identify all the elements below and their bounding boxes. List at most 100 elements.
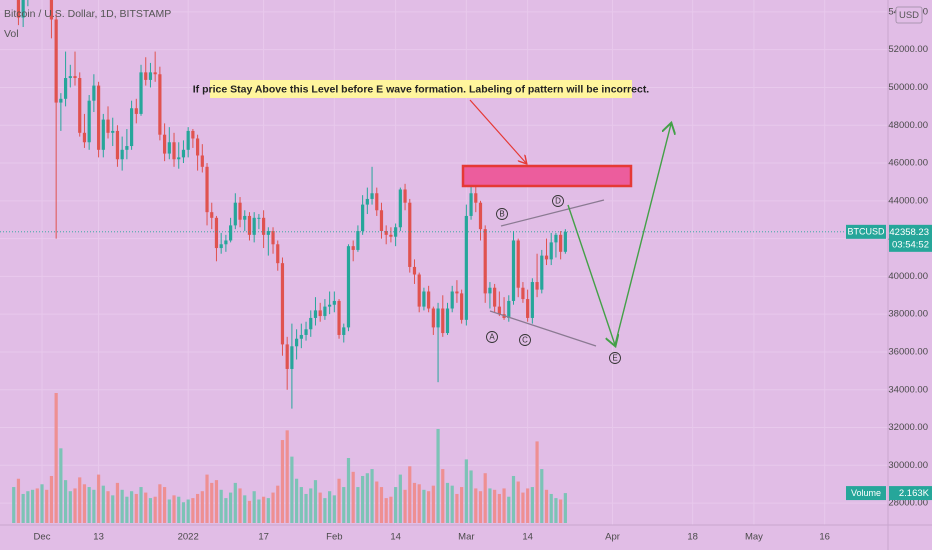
symbol-label: BTCUSD [847, 227, 885, 237]
volume-bar [12, 487, 16, 523]
candle-body [563, 231, 567, 252]
volume-bar [309, 488, 313, 523]
volume-bar [290, 456, 294, 523]
candle-body [544, 255, 549, 260]
candle-body [365, 198, 369, 205]
candle-body [398, 189, 402, 228]
volume-bar [191, 498, 195, 523]
y-tick-label: 28000.00 [888, 498, 928, 509]
projection-arrow-up [614, 124, 671, 346]
volume-bar [120, 489, 124, 523]
x-tick-label: May [745, 532, 763, 543]
volume-bar [361, 475, 365, 523]
candle-body [511, 240, 516, 301]
candle-body [139, 72, 143, 114]
candle-body [115, 130, 120, 160]
candle-body [82, 132, 87, 143]
volume-bar [408, 466, 412, 523]
volume-bar [535, 441, 539, 523]
candle-body [205, 166, 209, 213]
candle-body [342, 327, 346, 335]
volume-bar [40, 484, 44, 523]
volume-bar [280, 440, 285, 523]
wave-label-a: A [486, 331, 498, 343]
x-tick-label: Mar [458, 532, 474, 543]
volume-bar [82, 484, 87, 523]
candle-body [356, 231, 360, 250]
candle-body [106, 119, 110, 133]
wave-label-b: B [496, 208, 508, 220]
volume-bar [229, 492, 233, 523]
candle-body [295, 338, 299, 347]
candle-body [247, 215, 252, 235]
candle-pane [16, 0, 567, 409]
candle-body [318, 310, 322, 317]
volume-bar [106, 491, 110, 523]
volume-bar [78, 477, 82, 523]
volume-bar [516, 481, 520, 523]
volume-bar [422, 489, 426, 523]
volume-bar [144, 492, 148, 523]
candle-body [526, 299, 530, 318]
candle-body [181, 149, 186, 158]
volume-value-badge [889, 486, 932, 501]
candle-body [384, 231, 388, 235]
volume-bar [379, 487, 384, 523]
y-tick-label: 38000.00 [888, 309, 928, 320]
x-tick-label: 13 [93, 532, 104, 543]
candle-body [280, 263, 285, 345]
candle-body [313, 310, 318, 318]
volume-bar [469, 470, 473, 523]
volume-bar [224, 498, 228, 523]
wave-label: C [522, 336, 528, 345]
currency-box[interactable] [895, 6, 923, 24]
volume-bar [544, 489, 549, 523]
volume-bar [488, 488, 492, 523]
volume-bar [318, 492, 322, 523]
candle-body [478, 202, 483, 230]
volume-bar [464, 459, 468, 523]
symbol-badge [846, 224, 886, 239]
candle-body [191, 130, 195, 139]
candle-body [92, 85, 96, 101]
candle-body [200, 155, 204, 167]
volume-bar [153, 496, 157, 523]
candle-body [21, 0, 25, 18]
x-tick-label: Apr [605, 532, 620, 543]
x-tick-label: Dec [34, 532, 51, 543]
candle-body [96, 85, 101, 150]
candle-body [186, 130, 190, 150]
volume-bar [445, 482, 450, 523]
candle-body [488, 287, 492, 294]
currency-label[interactable]: USD [899, 10, 919, 21]
candle-body [332, 300, 336, 305]
volume-bar [507, 496, 511, 523]
volume-bar [49, 475, 54, 523]
volume-bar [210, 482, 214, 523]
volume-pane [12, 393, 567, 523]
wave-label: D [555, 197, 561, 206]
candle-body [497, 306, 501, 315]
candle-body [436, 308, 440, 328]
volume-bar [304, 493, 308, 523]
volume-bar [129, 491, 134, 523]
volume-bar [427, 491, 431, 523]
x-tick-label: 18 [687, 532, 698, 543]
drawings: If price Stay Above this Level before E … [193, 80, 671, 364]
volume-bar [450, 485, 454, 523]
volume-bar [219, 489, 223, 523]
candle-body [271, 231, 275, 245]
candle-body [408, 202, 412, 267]
candle-body [337, 300, 341, 335]
candle-body [276, 244, 280, 264]
candle-body [427, 291, 431, 309]
candle-body [431, 308, 435, 328]
candle-body [243, 215, 247, 220]
wave-label: B [499, 210, 504, 219]
candle-body [63, 78, 68, 99]
candle-body [483, 229, 487, 294]
volume-bar [59, 448, 63, 523]
candle-body [530, 282, 534, 318]
volume-bar [389, 496, 393, 523]
